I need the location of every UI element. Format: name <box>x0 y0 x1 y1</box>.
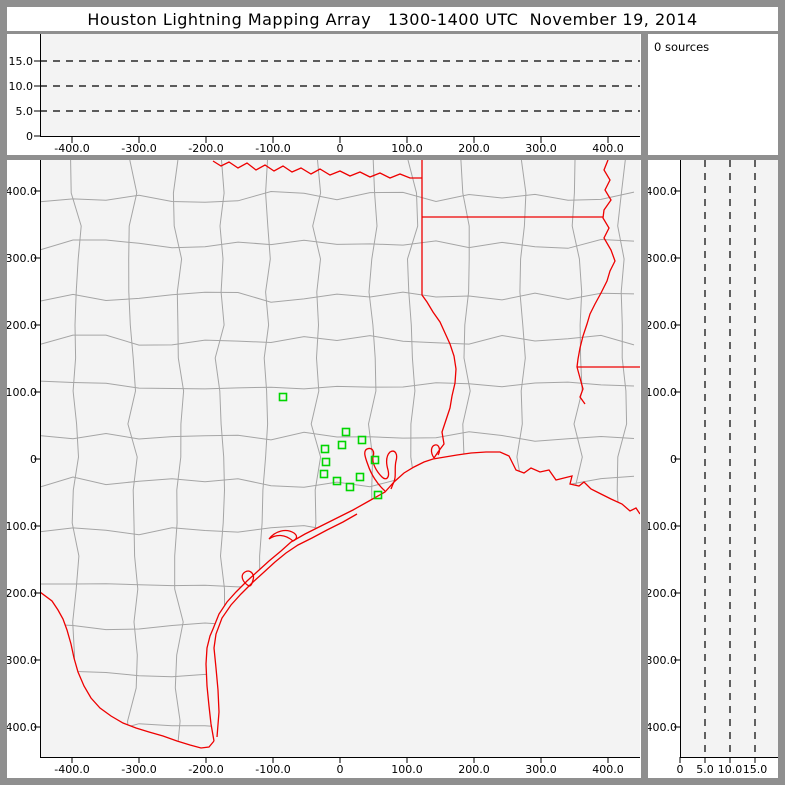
title-bar: Houston Lightning Mapping Array 1300-140… <box>7 7 778 31</box>
y-tick-label: 300.0 <box>648 252 677 265</box>
matagorda-bay <box>268 529 298 542</box>
gulf-coastline <box>205 451 640 742</box>
altitude-vs-distance-plot[interactable]: 15.0 10.0 5.0 0 -400.0 -300.0 -200.0 -100.0 0 100… <box>7 34 641 155</box>
y-tick-label: -200.0 <box>7 587 37 600</box>
sources-count-label: 0 sources <box>654 40 710 54</box>
lma-station-marker[interactable] <box>337 440 347 450</box>
y-tick-label: -300.0 <box>7 654 37 667</box>
y-tick-label: 400.0 <box>7 185 37 198</box>
lma-station-marker[interactable] <box>278 392 288 402</box>
x-tick-label: 200.0 <box>458 142 490 155</box>
corpus-christi-bay <box>241 570 255 587</box>
x-tick-label: 300.0 <box>525 763 557 776</box>
y-tick-label: 0 <box>670 453 677 466</box>
y-tick-label: 15.0 <box>9 55 34 68</box>
x-tick-label: -300.0 <box>121 142 156 155</box>
y-tick-label: 10.0 <box>9 80 34 93</box>
altitude-vs-distance-panel: 15.0 10.0 5.0 0 -400.0 -300.0 -200.0 -100.0 0 100… <box>7 34 641 155</box>
x-tick-label: 10.0 <box>718 763 743 776</box>
x-tick-label: 0 <box>677 763 684 776</box>
y-tick-label: -300.0 <box>648 654 677 667</box>
x-tick-label: -200.0 <box>188 763 223 776</box>
y-tick-label: -400.0 <box>648 721 677 734</box>
y-tick-label: -400.0 <box>7 721 37 734</box>
x-tick-label: -400.0 <box>54 763 89 776</box>
lma-station-marker[interactable] <box>341 427 351 437</box>
x-tick-label: 400.0 <box>592 142 624 155</box>
lma-station-marker[interactable] <box>320 444 330 454</box>
gulf-and-mexico-mask <box>40 452 640 757</box>
y-tick-label: 200.0 <box>7 319 37 332</box>
lma-station-marker[interactable] <box>355 472 365 482</box>
galveston-bay <box>364 447 398 492</box>
x-tick-label: -100.0 <box>255 763 290 776</box>
y-tick-label: -100.0 <box>7 520 37 533</box>
y-tick-label: 200.0 <box>648 319 677 332</box>
x-tick-label: 15.0 <box>743 763 768 776</box>
alt-lat-plot-bg[interactable] <box>680 160 778 757</box>
x-tick-label: 0 <box>337 763 344 776</box>
gulf-of-mexico <box>206 452 640 757</box>
red-river-border <box>212 160 422 179</box>
x-tick-label: -100.0 <box>255 142 290 155</box>
barrier-islands <box>213 513 358 738</box>
x-tick-label: 400.0 <box>592 763 624 776</box>
x-tick-label: 100.0 <box>391 142 423 155</box>
rio-grande-border <box>40 591 215 749</box>
lma-station-marker[interactable] <box>373 490 383 500</box>
lma-station-marker[interactable] <box>319 469 329 479</box>
plan-view-map-plot[interactable]: 400.0 300.0 200.0 100.0 0 -100.0 -200.0 -300.0 -… <box>7 160 641 778</box>
lma-station-marker[interactable] <box>332 476 342 486</box>
lma-station-marker[interactable] <box>370 455 380 465</box>
page-title: Houston Lightning Mapping Array 1300-140… <box>87 9 698 29</box>
y-tick-label: 100.0 <box>7 386 37 399</box>
x-tick-label: -400.0 <box>54 142 89 155</box>
x-tick-label: 300.0 <box>525 142 557 155</box>
y-tick-label: 0 <box>26 130 33 143</box>
x-tick-label: -300.0 <box>121 763 156 776</box>
x-tick-label: -200.0 <box>188 142 223 155</box>
plan-view-map-panel: 400.0 300.0 200.0 100.0 0 -100.0 -200.0 -300.0 -… <box>7 160 641 778</box>
y-tick-label: 100.0 <box>648 386 677 399</box>
y-tick-label: 5.0 <box>16 105 34 118</box>
altitude-vs-latitude-panel: 400.0 300.0 200.0 100.0 0 -100.0 -200.0 -300.0 -… <box>648 160 778 778</box>
mexico-area <box>40 592 214 757</box>
y-tick-label: 400.0 <box>648 185 677 198</box>
altitude-vs-latitude-plot[interactable]: 400.0 300.0 200.0 100.0 0 -100.0 -200.0 -300.0 -… <box>648 160 778 778</box>
x-tick-label: 5.0 <box>696 763 714 776</box>
y-tick-label: 0 <box>30 453 37 466</box>
y-tick-label: 300.0 <box>7 252 37 265</box>
x-tick-label: 0 <box>337 142 344 155</box>
lma-stations <box>278 392 383 500</box>
sources-counter-panel: 0 sources <box>648 34 778 155</box>
texas-louisiana-border <box>421 160 457 459</box>
lma-station-marker[interactable] <box>345 482 355 492</box>
y-tick-label: -100.0 <box>648 520 677 533</box>
lma-station-marker[interactable] <box>357 435 367 445</box>
lma-station-marker[interactable] <box>321 457 331 467</box>
y-tick-label: -200.0 <box>648 587 677 600</box>
x-tick-label: 100.0 <box>391 763 423 776</box>
state-borders-coastline <box>40 160 640 749</box>
x-tick-label: 200.0 <box>458 763 490 776</box>
